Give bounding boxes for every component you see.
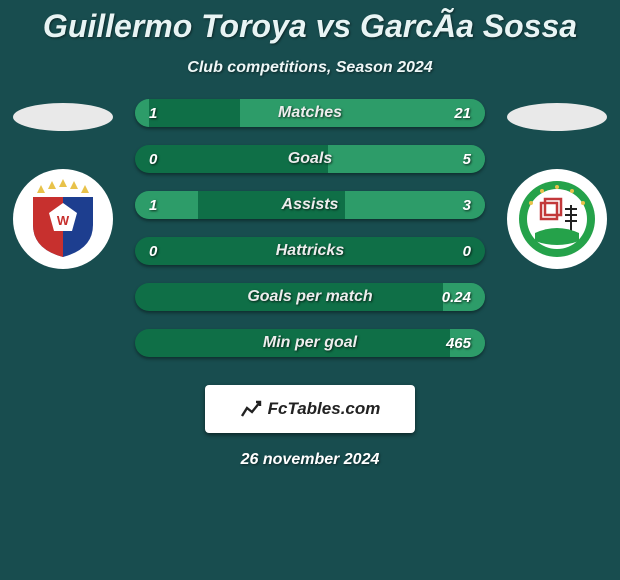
stat-row: 0Goals5 — [135, 145, 485, 173]
player-right-column — [502, 99, 612, 269]
stat-label: Goals per match — [135, 283, 485, 311]
stat-label: Min per goal — [135, 329, 485, 357]
stat-value-right: 0.24 — [442, 283, 471, 311]
stat-value-right: 465 — [446, 329, 471, 357]
club-crest-right-icon — [517, 179, 597, 259]
country-oval-right — [507, 103, 607, 131]
subtitle: Club competitions, Season 2024 — [0, 59, 620, 77]
country-oval-left — [13, 103, 113, 131]
stat-row: Min per goal465 — [135, 329, 485, 357]
player-left-column: W — [8, 99, 118, 269]
comparison-panel: W — [0, 99, 620, 379]
club-badge-right — [507, 169, 607, 269]
svg-text:W: W — [57, 213, 70, 228]
stat-row: 1Matches21 — [135, 99, 485, 127]
stat-label: Hattricks — [135, 237, 485, 265]
stat-label: Assists — [135, 191, 485, 219]
brand-logo-icon — [240, 398, 262, 420]
stat-label: Matches — [135, 99, 485, 127]
stat-value-right: 0 — [463, 237, 471, 265]
stat-bars: 1Matches210Goals51Assists30Hattricks0Goa… — [135, 99, 485, 375]
stat-label: Goals — [135, 145, 485, 173]
brand-text: FcTables.com — [268, 399, 381, 419]
date-line: 26 november 2024 — [0, 451, 620, 469]
club-badge-left: W — [13, 169, 113, 269]
brand-badge[interactable]: FcTables.com — [205, 385, 415, 433]
club-crest-left-icon: W — [23, 179, 103, 259]
stat-value-right: 21 — [454, 99, 471, 127]
stat-row: 0Hattricks0 — [135, 237, 485, 265]
stat-value-right: 5 — [463, 145, 471, 173]
stat-value-right: 3 — [463, 191, 471, 219]
page-title: Guillermo Toroya vs GarcÃa Sossa — [0, 0, 620, 45]
stat-row: 1Assists3 — [135, 191, 485, 219]
stat-row: Goals per match0.24 — [135, 283, 485, 311]
